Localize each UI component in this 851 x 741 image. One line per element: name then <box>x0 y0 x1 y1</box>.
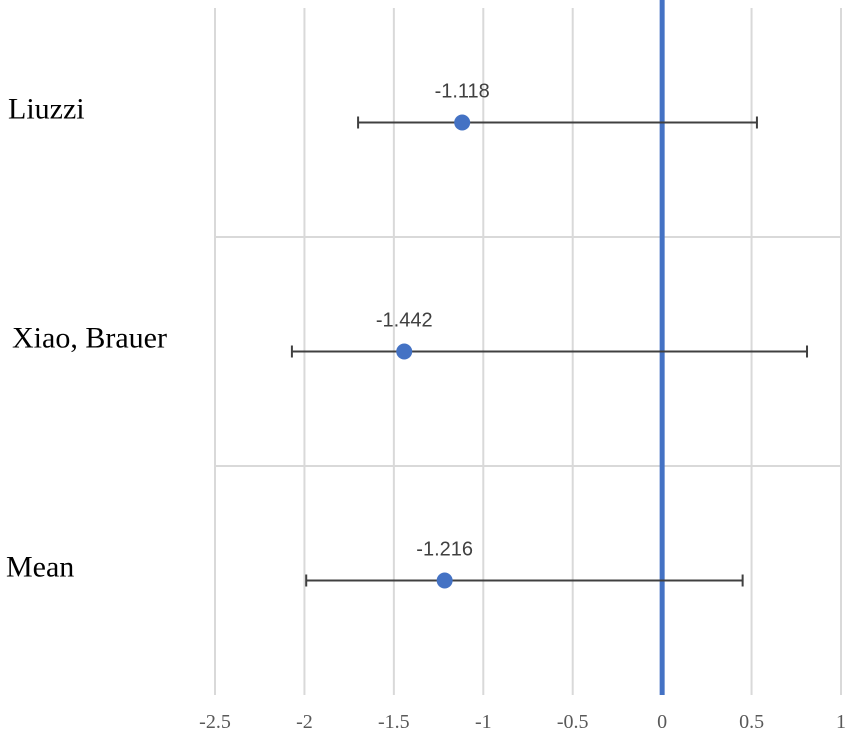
estimate-point <box>396 343 413 360</box>
x-tick-label: 0 <box>657 711 667 733</box>
x-axis-tick-labels: -2.5 -2 -1.5 -1 -0.5 0 0.5 1 <box>199 711 846 733</box>
estimate-data-label: -1.442 <box>376 310 433 332</box>
estimate-data-label: -1.118 <box>435 81 490 103</box>
estimate-point <box>436 572 453 589</box>
x-tick-label: 0.5 <box>739 711 764 733</box>
rows: Liuzzi -1.118 Xiao, Brauer -1.442 Mean -1.216 <box>6 81 809 589</box>
forest-row: Mean -1.216 <box>6 539 744 589</box>
row-label: Mean <box>6 551 74 584</box>
x-tick-label: -1.5 <box>378 711 410 733</box>
x-tick-label: -2.5 <box>199 711 231 733</box>
forest-row: Liuzzi -1.118 <box>8 81 758 131</box>
estimate-data-label: -1.216 <box>416 539 473 561</box>
x-tick-label: -0.5 <box>557 711 589 733</box>
estimate-point <box>454 114 471 131</box>
x-tick-label: -2 <box>296 711 313 733</box>
row-label: Xiao, Brauer <box>12 322 167 355</box>
x-tick-label: -1 <box>475 711 492 733</box>
row-label: Liuzzi <box>8 93 85 126</box>
x-tick-label: 1 <box>836 711 846 733</box>
forest-row: Xiao, Brauer -1.442 <box>12 310 809 360</box>
